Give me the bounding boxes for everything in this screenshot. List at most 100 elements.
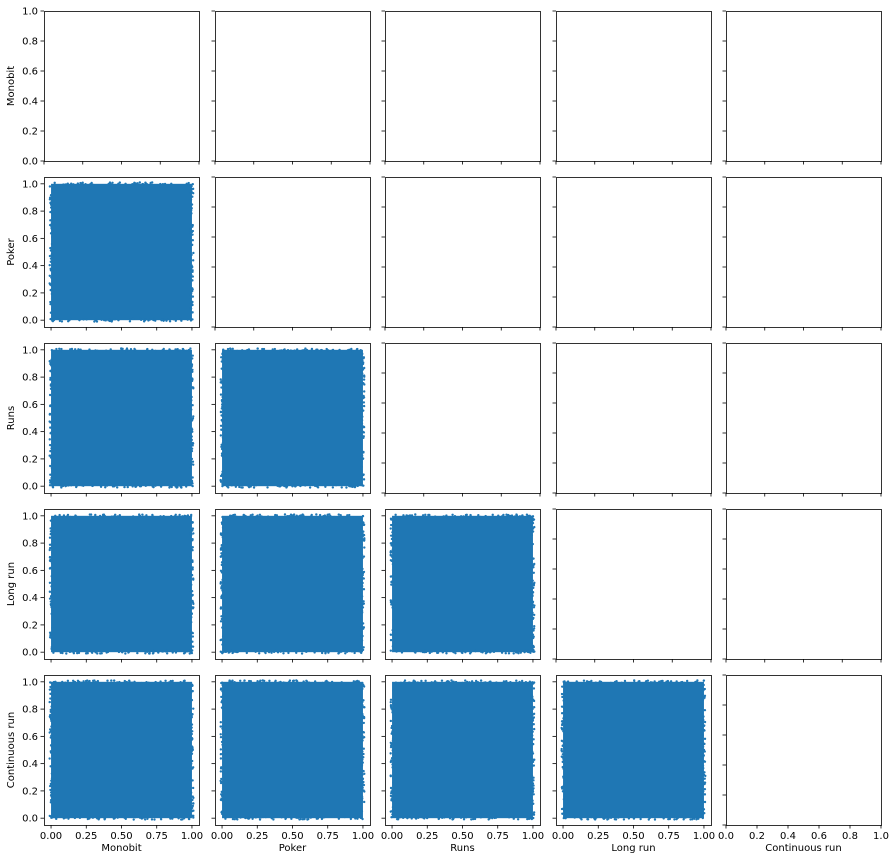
scatter-point <box>326 681 329 684</box>
scatter-point <box>48 420 51 423</box>
scatter-point <box>183 679 186 683</box>
scatter-point <box>296 816 300 819</box>
scatter-point <box>239 816 242 819</box>
scatter-point <box>131 485 134 488</box>
scatter-point <box>362 366 366 370</box>
scatter-point <box>221 706 225 710</box>
scatter-point <box>391 701 395 705</box>
scatter-point <box>390 601 393 604</box>
scatter-point <box>191 243 194 247</box>
scatter-point <box>143 818 147 821</box>
scatter-point <box>134 485 138 488</box>
scatter-point <box>159 817 163 821</box>
scatter-point <box>53 815 56 819</box>
scatter-point <box>647 818 650 821</box>
scatter-point <box>617 816 620 819</box>
scatter-point <box>138 181 141 184</box>
scatter-point <box>259 679 262 682</box>
scatter-point <box>561 722 564 725</box>
scatter-point <box>562 693 566 696</box>
scatter-point <box>104 319 107 322</box>
scatter-point <box>189 222 192 226</box>
scatter-point <box>424 679 427 683</box>
scatter-point <box>531 717 535 720</box>
scatter-point <box>428 515 432 519</box>
scatter-point <box>414 817 418 820</box>
scatter-point <box>51 227 54 230</box>
scatter-point <box>191 593 194 597</box>
scatter-point <box>316 348 319 351</box>
scatter-point <box>73 348 77 351</box>
scatter-point <box>50 588 54 591</box>
scatter-point <box>533 525 536 529</box>
scatter-point <box>50 647 53 650</box>
scatter-point <box>270 651 273 654</box>
scatter-point <box>90 651 94 654</box>
scatter-point <box>53 181 56 185</box>
scatter-point <box>64 681 67 684</box>
axes-frame <box>215 177 371 328</box>
scatter-point <box>176 347 179 351</box>
scatter-point <box>278 485 282 488</box>
scatter-point <box>190 547 193 550</box>
scatter-point <box>564 817 567 820</box>
scatter-point <box>360 611 364 614</box>
scatter-point <box>49 527 52 530</box>
scatter-point <box>220 584 224 587</box>
scatter-point <box>66 679 70 683</box>
scatter-point <box>222 453 225 456</box>
scatter-point <box>219 620 223 623</box>
scatter-point <box>191 182 194 186</box>
scatter-point <box>441 650 445 653</box>
scatter-point <box>613 680 617 684</box>
scatter-point <box>279 650 282 653</box>
scatter-points <box>48 513 195 655</box>
scatter-point <box>703 811 706 815</box>
scatter-point <box>93 515 97 518</box>
scatter-point <box>186 650 190 653</box>
y-tick-label: 0.2 <box>22 288 38 299</box>
scatter-point <box>390 724 394 728</box>
scatter-point <box>295 515 298 519</box>
scatter-point <box>389 705 393 709</box>
scatter-point <box>191 275 195 278</box>
scatter-point <box>504 652 507 655</box>
scatter-point <box>273 347 277 351</box>
scatter-point <box>451 513 454 517</box>
scatter-point <box>575 680 578 683</box>
scatter-point <box>561 753 565 756</box>
scatter-point <box>189 294 193 297</box>
scatter-point <box>50 725 53 728</box>
scatter-point <box>151 514 154 518</box>
scatter-point <box>356 484 359 488</box>
scatter-point <box>532 571 535 574</box>
scatter-point <box>327 349 330 352</box>
scatter-point <box>391 575 394 578</box>
scatter-point <box>313 484 317 488</box>
scatter-point <box>221 379 225 383</box>
scatter-point <box>424 650 428 654</box>
scatter-point <box>452 816 456 819</box>
scatter-point <box>361 359 364 362</box>
scatter-point <box>191 295 195 298</box>
scatter-point <box>161 348 165 352</box>
scatter-point <box>359 348 362 352</box>
axes-frame <box>385 177 541 328</box>
scatter-point <box>221 770 225 774</box>
subplot-monobit-vs-poker <box>211 10 371 165</box>
scatter-point <box>190 457 194 461</box>
scatter-point <box>361 730 365 734</box>
scatter-point <box>521 514 524 517</box>
subplot-runs-vs-runs <box>381 342 541 497</box>
scatter-point <box>227 651 230 654</box>
scatter-point <box>221 421 225 424</box>
scatter-point <box>653 680 656 683</box>
scatter-point <box>509 680 512 684</box>
scatter-point <box>242 514 245 517</box>
scatter-point <box>50 777 54 780</box>
scatter-point <box>362 436 365 440</box>
scatter-point <box>221 810 224 813</box>
scatter-point <box>220 563 223 567</box>
scatter-point <box>117 182 120 186</box>
scatter-point <box>389 553 392 556</box>
